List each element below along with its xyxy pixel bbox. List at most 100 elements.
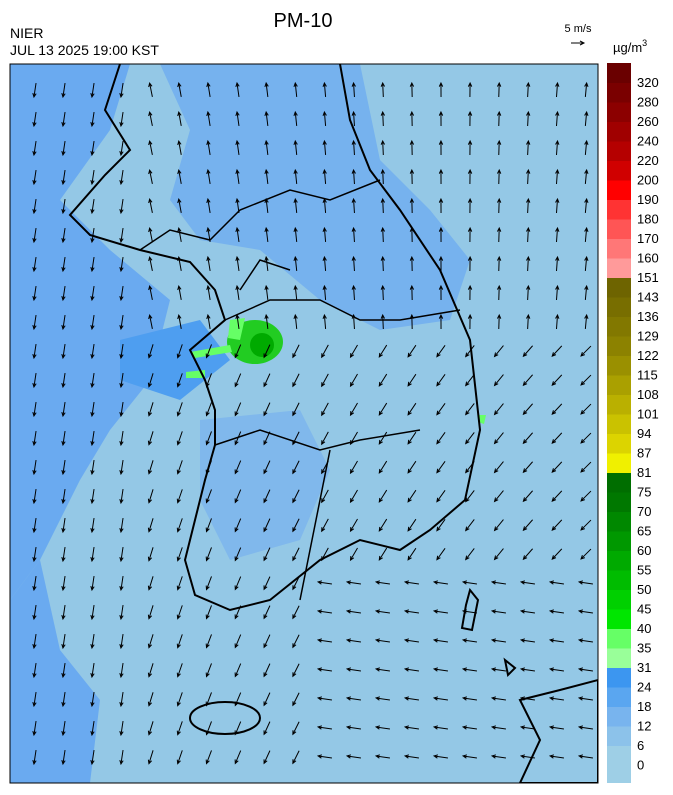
wind-arrow [177,110,182,126]
wind-arrow [263,460,271,475]
wind-arrow [177,226,182,242]
wind-arrow [496,197,502,214]
colorbar-label: 220 [637,153,659,168]
wind-arrow [32,721,37,737]
wind-arrow [119,199,124,215]
wind-arrow [206,81,211,97]
wind-arrow [551,345,563,357]
wind-arrow [234,750,242,765]
wind-arrow [119,112,124,128]
wind-arrow [264,255,269,272]
wind-arrow [147,460,154,475]
wind-arrow [292,344,300,359]
wind-arrow [522,374,533,387]
colorbar-label: 24 [637,680,651,695]
wind-arrow [119,170,124,186]
wind-arrow [119,750,124,766]
wind-arrow [374,754,390,759]
wind-arrow [403,609,419,614]
wind-arrow [292,576,300,591]
wind-arrow [322,226,327,243]
wind-arrow [235,81,240,98]
wind-arrow [555,139,560,156]
wind-arrow [374,725,390,730]
wind-arrow [349,373,358,388]
wind-arrow [234,634,242,649]
wind-arrow [235,226,240,243]
wind-arrow [90,605,95,621]
colorbar-label: 87 [637,446,651,461]
wind-arrow [580,432,592,444]
wind-arrow [577,667,593,672]
wind-arrow [407,431,417,445]
wind-arrow [264,313,269,330]
wind-arrow [490,638,506,643]
province-border [139,179,461,601]
wind-arrow [32,344,37,360]
color-step [607,414,631,434]
wind-arrow [522,461,533,474]
wind-arrow [176,721,183,736]
wind-arrow [436,374,446,387]
colorbar-label: 200 [637,173,659,188]
wind-arrow [577,725,593,730]
wind-arrow [467,139,473,156]
wind-arrow [61,83,66,99]
wind-arrow [234,547,242,562]
wind-arrow [580,345,592,357]
wind-arrow [465,548,475,561]
wind-arrow [349,518,358,533]
wind-arrow [493,548,504,561]
wind-arrow [32,547,37,563]
colorbar-label: 50 [637,582,651,597]
wind-arrow [584,110,589,127]
wind-arrow [409,81,415,98]
wind-arrow [205,605,212,620]
wind-arrow [349,344,358,359]
wind-arrow [580,548,592,560]
wind-arrow [90,83,95,99]
wind-arrow [263,547,271,562]
wind-arrow [580,490,592,502]
wind-arrow [436,345,446,358]
wind-arrow [61,547,66,563]
wind-arrow [32,576,37,592]
wind-arrow [436,519,446,532]
wind-arrow [32,141,37,157]
wind-arrow [345,609,361,614]
wind-arrow [147,402,154,417]
colorbar-label: 240 [637,134,659,149]
wind-arrow [147,518,154,533]
wind-arrow [119,83,124,99]
wind-arrow [234,344,242,359]
wind-arrow [90,489,95,505]
wind-arrow [522,519,533,532]
wind-arrow [490,725,506,730]
wind-arrow [235,255,240,272]
wind-arrow [206,139,211,155]
wind-arrow [263,721,271,736]
wind-arrow [322,110,327,127]
colorbar-label: 170 [637,231,659,246]
wind-arrow [519,609,535,614]
wind-arrow [177,284,182,300]
wind-arrow [555,110,560,127]
colorbar-label: 35 [637,641,651,656]
wind-arrow [378,431,388,445]
color-step [607,238,631,259]
wind-arrow [555,284,560,301]
wind-arrow [351,255,356,272]
wind-arrow [206,110,211,126]
wind-arrow [147,431,154,446]
wind-arrow [526,255,531,272]
color-step [607,609,631,629]
wind-arrow [148,197,153,213]
wind-arrow [32,83,37,99]
wind-arrow [403,725,419,730]
color-step [607,687,631,707]
wind-arrow [432,754,448,759]
wind-arrow [551,490,563,502]
wind-arrow [490,754,506,759]
wind-arrow [409,255,415,272]
wind-arrow [177,168,182,184]
